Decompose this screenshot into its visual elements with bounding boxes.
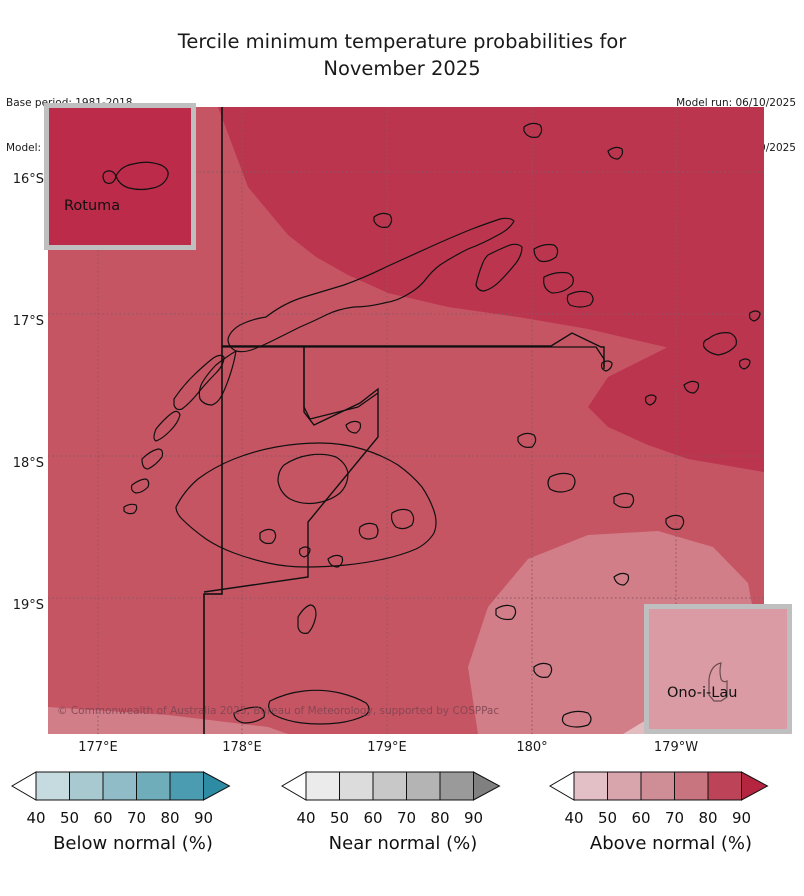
region-80-90-east (588, 207, 764, 472)
colorbar-tick-label: 80 (430, 809, 450, 827)
region-80-90 (218, 107, 764, 369)
colorbar-left-arrow (281, 771, 307, 801)
colorbar-tick-label: 90 (463, 809, 484, 827)
colorbar-tick-label: 90 (193, 809, 214, 827)
colorbar-left-arrow (11, 771, 37, 801)
title-line-2: November 2025 (323, 57, 481, 80)
map-gridlines (48, 107, 764, 734)
colorbar-right-arrow (473, 771, 501, 801)
colorbar-tick-label: 60 (93, 809, 113, 827)
colorbar-tick-label: 70 (126, 809, 147, 827)
colorbar-swatch (339, 771, 374, 801)
colorbar-below-normal[interactable]: 40 50 60 70 80 90 Below normal (%) (8, 768, 260, 854)
colorbar-swatch (439, 771, 474, 801)
colorbar-left-arrow (549, 771, 575, 801)
region-60-70-southwest (48, 707, 288, 734)
colorbar-swatch (305, 771, 340, 801)
colorbar-near-swatches (281, 771, 501, 801)
lat-label-0: 16°S (12, 172, 44, 187)
colorbar-swatch (102, 771, 137, 801)
colorbar-tick-label: 40 (564, 809, 584, 827)
ono-island-shape (708, 662, 728, 702)
colorbar-swatch (372, 771, 407, 801)
rotuma-island-shape (102, 161, 169, 191)
colorbar-tick-label: 60 (631, 809, 651, 827)
model-run-text: Model run: 06/10/2025 (676, 97, 796, 109)
lon-label-0: 177°E (78, 740, 118, 755)
colorbar-below-title: Below normal (%) (53, 833, 213, 854)
colorbar-tick-label: 90 (731, 809, 752, 827)
colorbar-near-normal[interactable]: 40 50 60 70 80 90 Near normal (%) (278, 768, 530, 854)
lat-label-2: 18°S (12, 456, 44, 471)
colorbar-swatch (607, 771, 642, 801)
rotuma-label: Rotuma (64, 198, 121, 214)
colorbar-swatch (640, 771, 675, 801)
colorbar-right-arrow (203, 771, 231, 801)
lon-label-2: 179°E (367, 740, 407, 755)
colorbar-swatch (169, 771, 204, 801)
colorbar-tick-label: 70 (396, 809, 417, 827)
colorbar-below-ticks: 40 50 60 70 80 90 (8, 809, 258, 829)
colorbar-tick-label: 50 (59, 809, 80, 827)
page-title: Tercile minimum temperature probabilitie… (0, 28, 804, 82)
colorbar-above-ticks: 40 50 60 70 80 90 (546, 809, 796, 829)
colorbar-tick-label: 70 (664, 809, 685, 827)
colorbar-near-title: Near normal (%) (328, 833, 478, 854)
copyright-text: © Commonwealth of Australia 2025, Bureau… (57, 705, 500, 717)
ono-i-lau-label: Ono-i-Lau (667, 685, 738, 701)
colorbar-tick-label: 40 (26, 809, 46, 827)
lon-label-1: 178°E (222, 740, 262, 755)
title-line-1: Tercile minimum temperature probabilitie… (177, 30, 627, 53)
colorbar-below-swatches (11, 771, 231, 801)
inset-ono-i-lau[interactable]: Ono-i-Lau (644, 604, 792, 734)
ono-outline-svg (708, 662, 728, 702)
lon-label-4: 179°W (653, 740, 699, 755)
colorbar-above-title: Above normal (%) (589, 833, 753, 854)
coastlines (123, 122, 761, 728)
colorbar-swatch (35, 771, 70, 801)
colorbar-tick-label: 60 (363, 809, 383, 827)
lat-label-3: 19°S (12, 598, 44, 613)
colorbar-tick-label: 40 (296, 809, 316, 827)
colorbar-swatch (136, 771, 171, 801)
rotuma-outline-svg (102, 161, 169, 191)
colorbar-above-normal[interactable]: 40 50 60 70 80 90 Above normal (%) (546, 768, 798, 854)
colorbar-above-swatches (549, 771, 769, 801)
colorbar-tick-label: 80 (160, 809, 180, 827)
colorbar-tick-label: 80 (698, 809, 718, 827)
colorbar-near-ticks: 40 50 60 70 80 90 (278, 809, 528, 829)
colorbar-swatch (69, 771, 104, 801)
colorbar-right-arrow (741, 771, 769, 801)
inset-rotuma[interactable]: Rotuma (44, 103, 196, 250)
colorbar-swatch (406, 771, 441, 801)
colorbar-tick-label: 50 (329, 809, 350, 827)
eez-outline (203, 107, 605, 734)
lat-label-1: 17°S (12, 314, 44, 329)
colorbar-swatch (674, 771, 709, 801)
lon-label-3: 180° (516, 740, 548, 755)
colorbar-swatch (573, 771, 608, 801)
colorbar-tick-label: 50 (597, 809, 618, 827)
colorbar-swatch (707, 771, 742, 801)
